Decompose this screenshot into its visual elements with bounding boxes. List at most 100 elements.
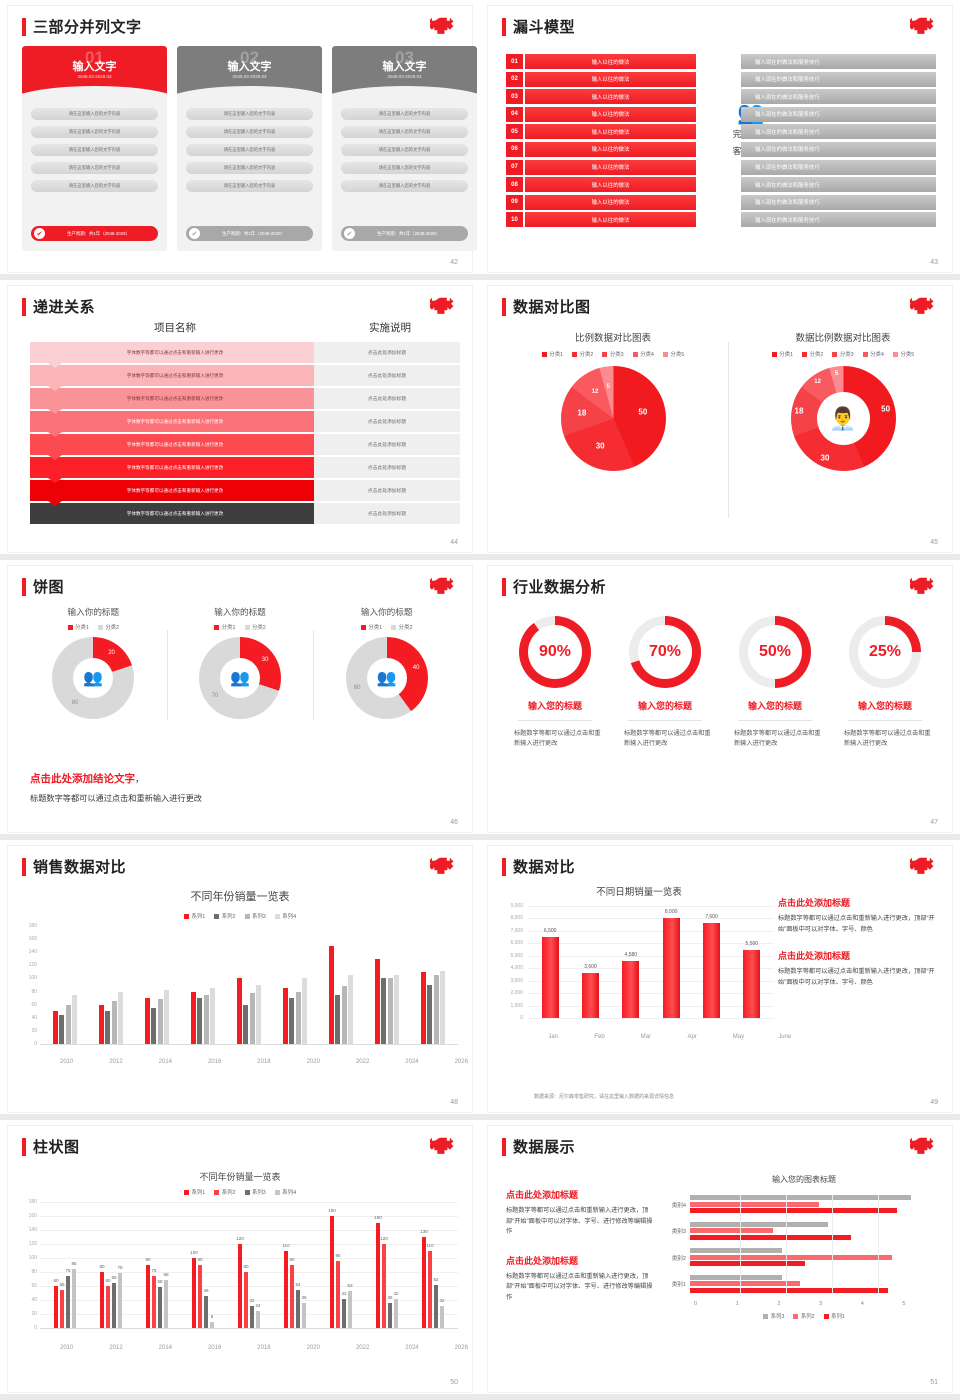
card-line[interactable]: 请在这里输入您的文字内容 [31,162,158,174]
service-row[interactable]: 输入现在的做法和服务技巧 [741,124,936,140]
service-row[interactable]: 输入现在的做法和服务技巧 [741,54,936,69]
bar[interactable]: 8,000 [662,909,680,1018]
bar[interactable] [328,945,334,1044]
card-line[interactable]: 请在这里输入您的文字内容 [341,180,468,192]
bar[interactable]: 90 [197,1257,203,1328]
explanation-row[interactable]: 点击此处添加标题 [314,457,460,478]
bar[interactable]: 60 [105,1278,111,1328]
bar[interactable]: 90 [145,1257,151,1328]
bar[interactable] [440,970,446,1044]
service-row[interactable]: 输入现在的做法和服务技巧 [741,141,936,157]
bar[interactable] [690,1228,773,1233]
bar[interactable] [210,988,216,1044]
progress-row[interactable]: 字体数字等都可以通过点击和重新输入进行更改 [30,434,320,460]
bar[interactable]: 100 [190,1250,198,1328]
bar[interactable]: 110 [426,1243,434,1328]
bar[interactable] [690,1248,782,1253]
card-line[interactable]: 请在这里输入您的文字内容 [341,162,468,174]
funnel-row[interactable]: 05 输入以往的做法 [506,124,696,140]
funnel-row[interactable]: 08 输入以往的做法 [506,177,696,193]
bar[interactable]: 32 [439,1298,445,1328]
bar[interactable] [427,985,433,1044]
bar[interactable] [394,975,400,1044]
bar[interactable] [151,1007,157,1044]
bar[interactable] [690,1234,851,1240]
bar[interactable]: 55 [59,1282,65,1328]
card-3[interactable]: 03 输入文字 2048.03-2029.03 请在这里输入您的文字内容 请在这… [332,46,477,251]
bar[interactable] [249,992,255,1044]
bar[interactable] [690,1208,897,1213]
card-line[interactable]: 请在这里输入您的文字内容 [341,126,468,138]
bar[interactable] [282,988,288,1044]
bar[interactable] [59,1014,65,1044]
service-row[interactable]: 输入现在的做法和服务技巧 [741,71,936,87]
bar[interactable]: 78 [117,1265,123,1328]
bar[interactable]: 110 [282,1243,290,1328]
bar[interactable] [690,1254,893,1260]
bar[interactable] [289,998,295,1044]
bar[interactable]: 65 [111,1275,117,1328]
bar[interactable] [374,958,380,1044]
funnel-row[interactable]: 04 输入以往的做法 [506,106,696,122]
bar[interactable]: 6,500 [541,928,559,1018]
bar[interactable]: 4,580 [622,952,640,1018]
bar[interactable]: 36 [301,1295,307,1328]
progress-row[interactable]: 字体数字等都可以通过点击和重新输入进行更改 [30,365,320,391]
progress-row[interactable]: 字体数字等都可以通过点击和重新输入进行更改 [30,342,320,368]
bar[interactable] [335,994,341,1044]
bar[interactable]: 7,600 [702,914,720,1018]
card-line[interactable]: 请在这里输入您的文字内容 [186,162,313,174]
bar[interactable] [420,971,426,1044]
funnel-row[interactable]: 10 输入以往的做法 [506,212,696,228]
bar[interactable]: 58 [157,1279,163,1328]
service-row[interactable]: 输入现在的做法和服务技巧 [741,89,936,105]
card-line[interactable]: 请在这里输入您的文字内容 [31,144,158,156]
bar[interactable] [690,1261,805,1266]
bar[interactable]: 3,600 [581,964,599,1018]
service-row[interactable]: 输入现在的做法和服务技巧 [741,212,936,228]
card-line[interactable]: 请在这里输入您的文字内容 [31,108,158,120]
bar[interactable] [387,978,393,1044]
card-1[interactable]: 01 输入文字 2048.03-2029.03 请在这里输入您的文字内容 请在这… [22,46,167,251]
bar[interactable]: 5,500 [743,941,761,1018]
card-2[interactable]: 02 输入文字 2048.03-2029.03 请在这里输入您的文字内容 请在这… [177,46,322,251]
bar[interactable] [52,1011,58,1044]
bar[interactable] [295,991,301,1044]
bar[interactable] [157,999,163,1044]
explanation-row[interactable]: 点击此处添加标题 [314,365,460,386]
bar[interactable] [118,991,124,1044]
funnel-row[interactable]: 01 输入以往的做法 [506,54,696,69]
bar[interactable] [690,1287,888,1293]
bar[interactable] [690,1221,828,1227]
bar[interactable]: 80 [99,1264,105,1328]
bar[interactable] [690,1281,801,1286]
bar[interactable] [236,978,242,1044]
bar[interactable] [302,978,308,1044]
bar[interactable]: 36 [387,1295,393,1328]
bar[interactable]: 68 [163,1272,169,1328]
bar[interactable]: 150 [374,1215,382,1328]
bar[interactable]: 24 [255,1303,261,1328]
bar[interactable] [690,1195,911,1200]
bar[interactable]: 54 [295,1282,301,1328]
explanation-row[interactable]: 点击此处添加标题 [314,434,460,455]
bar[interactable]: 46 [203,1288,209,1328]
card-line[interactable]: 请在这里输入您的文字内容 [31,126,158,138]
bar[interactable] [690,1201,819,1207]
funnel-row[interactable]: 03 输入以往的做法 [506,89,696,105]
service-row[interactable]: 输入现在的做法和服务技巧 [741,159,936,175]
bar[interactable] [111,1001,117,1044]
bar[interactable]: 75 [151,1268,157,1328]
progress-row[interactable]: 字体数字等都可以通过点击和重新输入进行更改 [30,457,320,483]
card-line[interactable]: 请在这里输入您的文字内容 [186,144,313,156]
bar[interactable] [256,985,262,1044]
explanation-row[interactable]: 点击此处添加标题 [314,342,460,363]
funnel-row[interactable]: 07 输入以往的做法 [506,159,696,175]
bar[interactable]: 160 [328,1208,336,1328]
bar[interactable] [197,998,203,1044]
bar[interactable]: 42 [341,1291,347,1328]
bar[interactable] [72,994,78,1044]
card-line[interactable]: 请在这里输入您的文字内容 [186,108,313,120]
bar[interactable] [433,975,439,1044]
card-line[interactable]: 请在这里输入您的文字内容 [186,180,313,192]
